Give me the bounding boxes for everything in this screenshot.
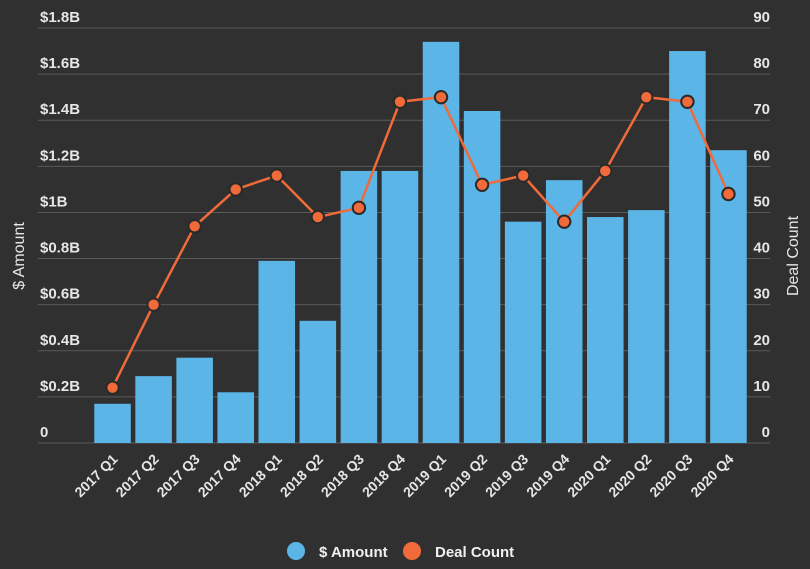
line-point: [228, 182, 243, 197]
left-tick-label: $1.6B: [40, 55, 80, 72]
bar: [299, 320, 337, 443]
bar: [628, 210, 665, 443]
legend-label-deal-count: Deal Count: [435, 544, 514, 561]
line-point: [515, 168, 531, 183]
amount-bars: [94, 41, 747, 444]
bar: [422, 41, 460, 443]
x-tick-label: 2017 Q2: [112, 451, 161, 500]
bar: [669, 51, 706, 444]
x-tick-label: 2018 Q3: [318, 451, 367, 500]
right-tick-label: 50: [753, 193, 770, 210]
left-tick-label: 0: [40, 424, 48, 441]
x-tick-label: 2019 Q4: [523, 451, 572, 500]
right-tick-label: 90: [753, 9, 770, 26]
line-point: [105, 380, 120, 395]
left-tick-label: $1.8B: [40, 9, 80, 26]
line-point: [598, 163, 613, 179]
x-tick-label: 2019 Q3: [482, 451, 531, 500]
bar: [94, 403, 131, 443]
left-tick-label: $1.4B: [40, 101, 80, 118]
deal-count-path: [111, 95, 730, 389]
right-tick-label: 40: [753, 240, 770, 257]
line-point: [639, 89, 654, 105]
bar: [258, 260, 296, 443]
bar: [504, 221, 542, 443]
line-point: [187, 219, 202, 234]
right-axis-title: Deal Count: [785, 215, 802, 296]
x-tick-label: 2020 Q4: [687, 451, 736, 500]
bar: [217, 392, 254, 443]
left-axis-ticks: 0 $0.2B $0.4B $0.6B $0.8B $1B $1.2B $1.4B $1.6B $…: [40, 9, 80, 441]
right-tick-label: 80: [753, 55, 770, 72]
right-tick-label: 30: [753, 286, 770, 303]
left-tick-label: $0.8B: [40, 240, 80, 257]
x-tick-label: 2017 Q3: [153, 451, 202, 500]
legend-label-amount: $ Amount: [319, 544, 388, 561]
x-tick-label: 2019 Q1: [400, 451, 449, 500]
line-point: [433, 89, 449, 105]
bar: [463, 111, 501, 443]
line-point: [351, 200, 367, 216]
bar: [176, 357, 213, 443]
bar: [381, 170, 419, 443]
right-axis-ticks: 0 10 20 30 40 50 60 70 80 90: [753, 9, 770, 441]
right-tick-label: 10: [753, 378, 770, 395]
x-tick-label: 2020 Q1: [564, 451, 613, 500]
left-tick-label: $0.4B: [40, 332, 80, 349]
left-tick-label: $0.6B: [40, 286, 80, 303]
x-tick-label: 2019 Q2: [441, 451, 490, 500]
legend-swatch-deal-count: [403, 542, 421, 560]
legend-swatch-amount: [287, 542, 305, 560]
x-tick-label: 2020 Q2: [605, 451, 654, 500]
x-tick-label: 2018 Q4: [359, 451, 408, 500]
line-point: [269, 168, 284, 183]
left-tick-label: $1B: [40, 193, 68, 210]
x-tick-label: 2018 Q2: [277, 451, 326, 500]
x-tick-label: 2017 Q4: [195, 451, 244, 500]
line-point: [310, 209, 326, 225]
x-tick-label: 2017 Q1: [71, 451, 120, 500]
line-point: [392, 94, 408, 109]
line-point: [146, 297, 161, 312]
x-tick-label: 2020 Q3: [646, 451, 695, 500]
bar: [340, 170, 378, 443]
right-tick-label: 20: [753, 332, 770, 349]
right-tick-label: 70: [753, 101, 770, 118]
line-point: [721, 186, 736, 202]
bar: [587, 217, 624, 443]
left-tick-label: $1.2B: [40, 147, 80, 164]
right-tick-label: 60: [753, 147, 770, 164]
x-tick-label: 2018 Q1: [236, 451, 285, 500]
line-point: [474, 177, 490, 192]
line-point: [557, 214, 572, 229]
legend-item-amount[interactable]: $ Amount: [287, 542, 388, 561]
legend-item-deal-count[interactable]: Deal Count: [403, 542, 514, 561]
line-point: [680, 94, 695, 109]
right-tick-label: 0: [762, 424, 770, 441]
bar: [135, 376, 172, 443]
legend: $ Amount Deal Count: [287, 542, 514, 561]
left-axis-title: $ Amount: [11, 222, 28, 290]
deal-count-line: [105, 89, 736, 395]
left-tick-label: $0.2B: [40, 378, 80, 395]
